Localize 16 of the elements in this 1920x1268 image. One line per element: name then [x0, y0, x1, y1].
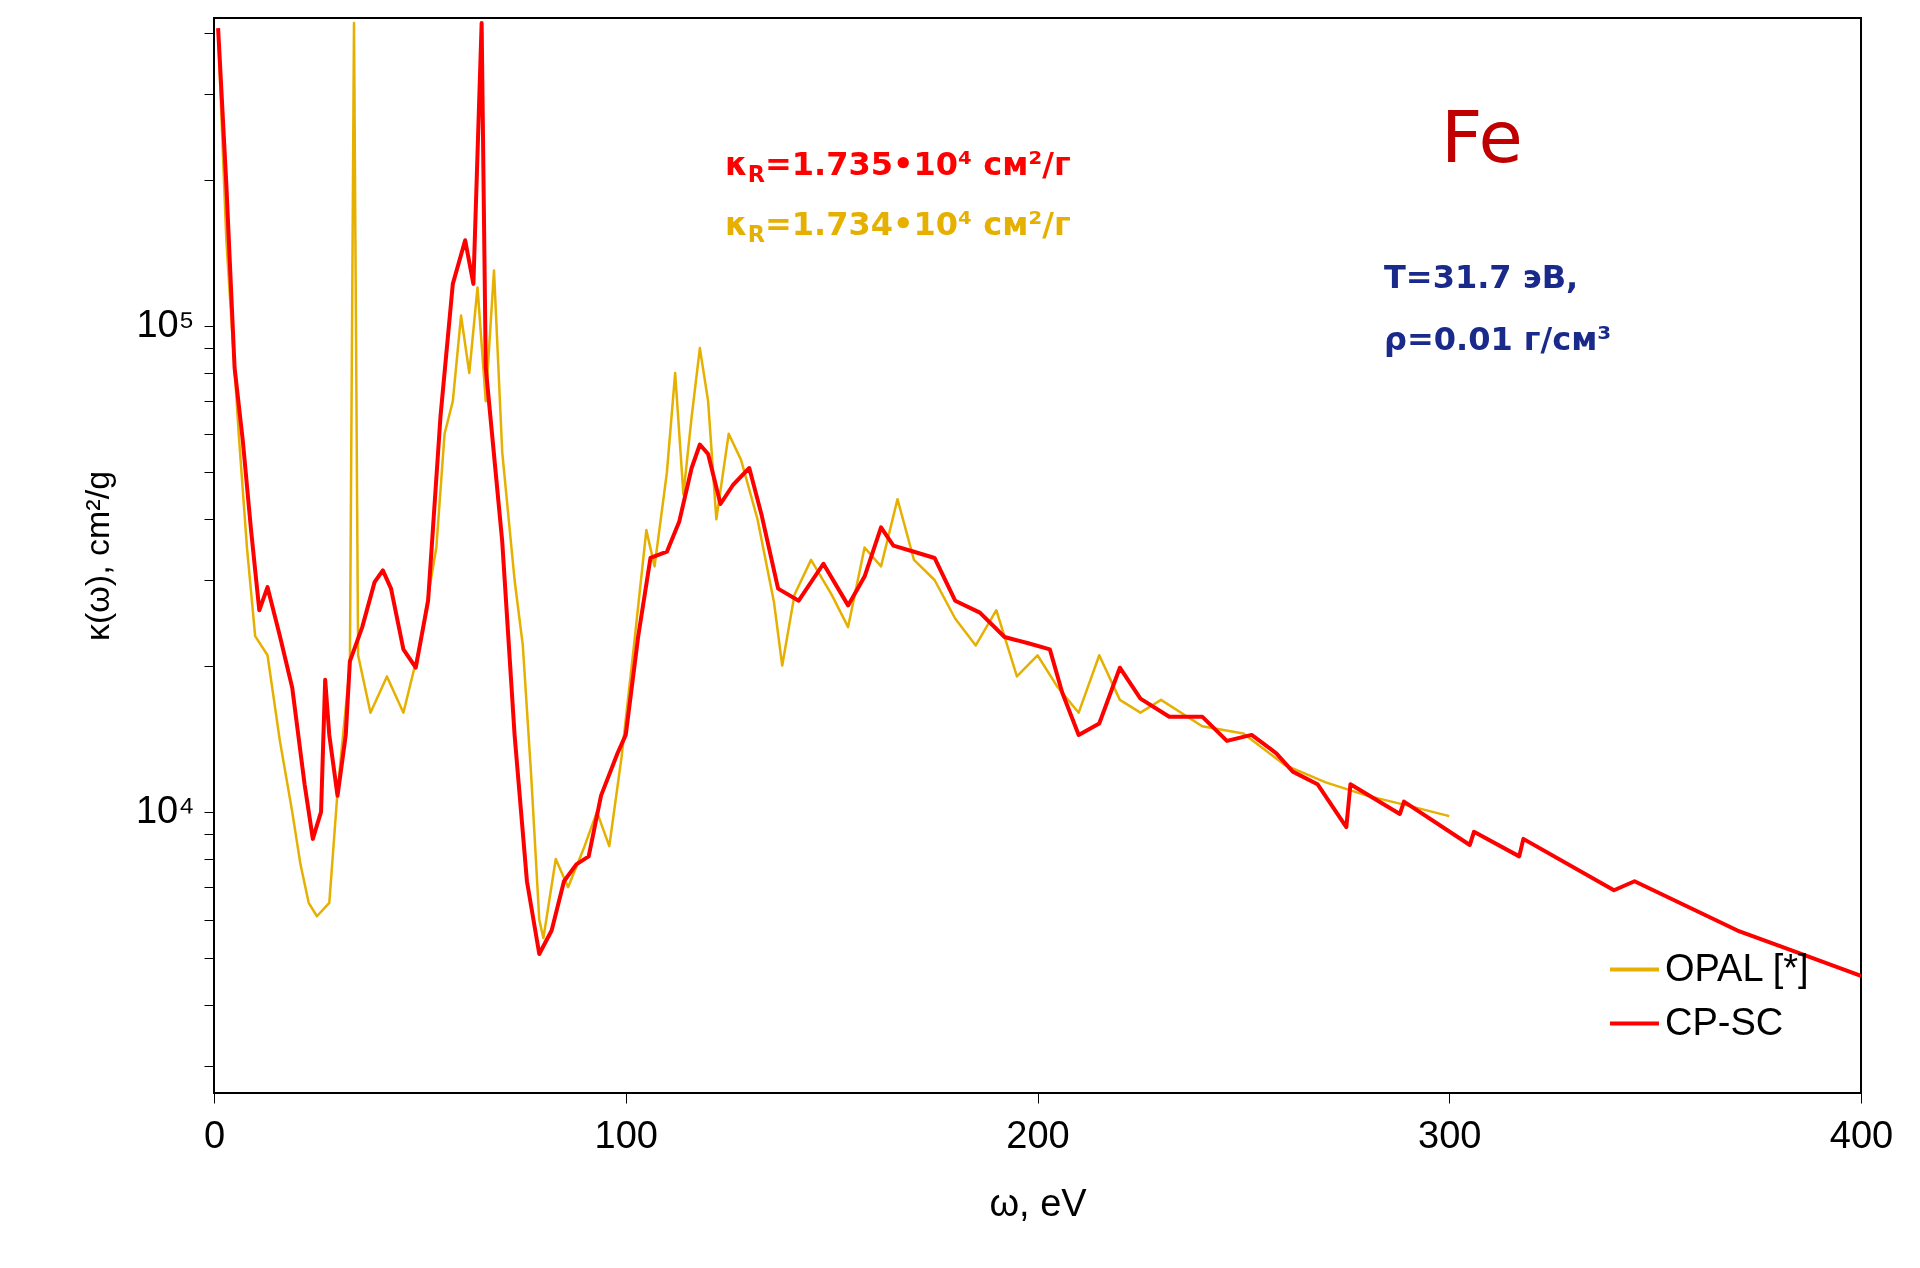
x-tick-label: 100 [594, 1113, 658, 1156]
y-tick-label: 10⁵ [136, 303, 195, 346]
x-tick-label: 200 [1006, 1113, 1070, 1156]
legend-label: CP-SC [1665, 1000, 1784, 1043]
y-axis-title: κ(ω), cm²/g [77, 470, 116, 642]
legend-label: OPAL [*] [1665, 946, 1809, 989]
annotation: κ$_{R}$=1.734•10⁴ см²/г [725, 205, 1071, 248]
x-tick-label: 300 [1418, 1113, 1482, 1156]
annotation: κ$_{R}$=1.735•10⁴ см²/г [725, 145, 1071, 188]
x-tick-label: 400 [1829, 1113, 1894, 1156]
annotation: ρ=0.01 г/см³ [1384, 320, 1612, 358]
annotation: Fe [1441, 95, 1523, 179]
y-tick-label: 10⁴ [135, 789, 195, 832]
x-axis-title: ω, eV [989, 1181, 1088, 1224]
x-tick-label: 0 [203, 1113, 226, 1156]
annotation: T=31.7 эВ, [1384, 258, 1579, 296]
